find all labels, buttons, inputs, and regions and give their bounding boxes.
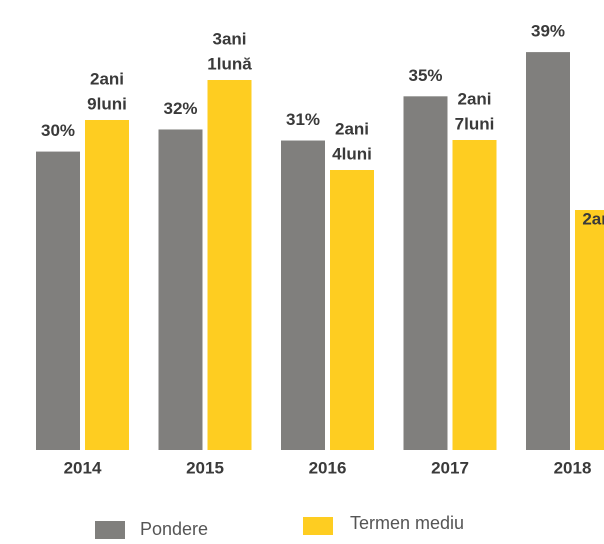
data-label: 9luni — [87, 94, 127, 113]
legend-swatch — [303, 517, 333, 535]
data-label: 2ani — [90, 69, 124, 88]
bar — [36, 151, 80, 450]
legend-label: Pondere — [140, 519, 208, 539]
bar — [281, 140, 325, 451]
data-label: 1lună — [207, 54, 252, 73]
data-label: 2ani — [335, 119, 369, 138]
legend-label: Termen mediu — [350, 513, 464, 533]
data-label: 3ani — [212, 29, 246, 48]
bar — [526, 52, 570, 451]
legend-swatch — [95, 521, 125, 539]
x-tick-label: 2014 — [64, 458, 102, 477]
data-label: 4luni — [332, 144, 372, 163]
data-label: 7luni — [455, 114, 495, 133]
data-label: 35% — [408, 66, 442, 85]
data-label: 2an — [582, 209, 604, 228]
bar — [330, 170, 374, 450]
x-tick-label: 2018 — [554, 458, 592, 477]
bar — [452, 140, 497, 450]
x-tick-label: 2015 — [186, 458, 224, 477]
bar — [403, 96, 448, 450]
data-label: 32% — [163, 99, 197, 118]
data-label: 31% — [286, 110, 320, 129]
x-tick-label: 2016 — [309, 458, 347, 477]
data-label: 2ani — [457, 89, 491, 108]
bar — [207, 80, 252, 450]
bar — [158, 129, 203, 450]
x-tick-label: 2017 — [431, 458, 469, 477]
data-label: 39% — [531, 22, 565, 41]
bar — [575, 210, 604, 450]
bar — [85, 120, 129, 450]
data-label: 30% — [41, 121, 75, 140]
